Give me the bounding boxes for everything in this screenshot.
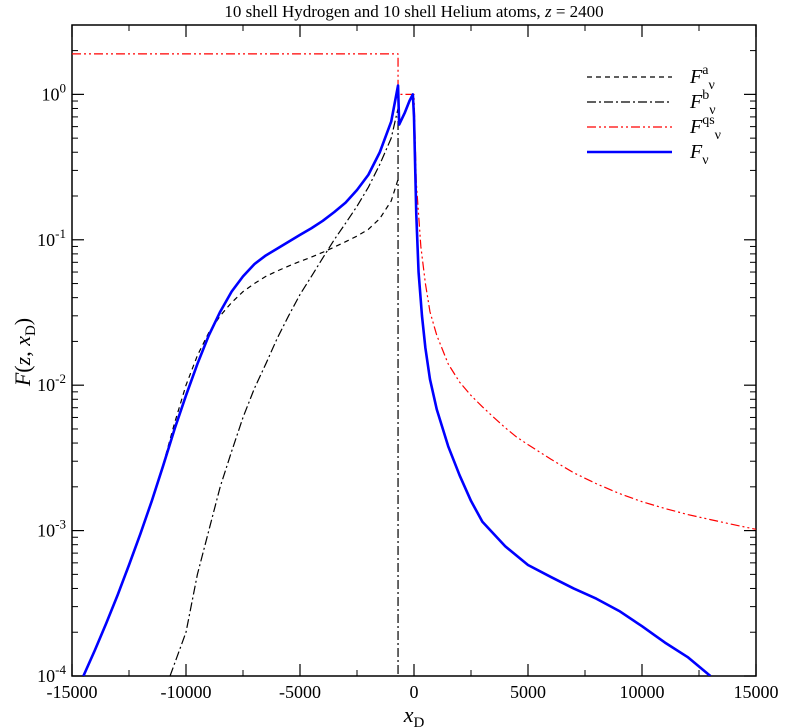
series-line-1: [169, 107, 399, 676]
ticks-layer: -15000 -10000 -5000 0 5000 10000 15000 10-4 10-3…: [37, 24, 779, 702]
y-tick-label: 10-3: [37, 517, 66, 541]
y-axis-label: F(z, xD): [10, 318, 39, 387]
legend-label-2: Fqsν: [689, 113, 721, 143]
x-tick-label: 0: [410, 682, 419, 702]
x-axis-label: xD: [403, 702, 425, 727]
x-tick-label: 10000: [620, 682, 665, 702]
legend-label-0: Faν: [689, 63, 715, 93]
x-tick-label: 15000: [734, 682, 779, 702]
x-tick-label: -15000: [47, 682, 98, 702]
series-line-0: [160, 179, 399, 473]
legend-label-3: Fν: [689, 141, 709, 168]
series-line-3: [82, 84, 712, 676]
y-tick-label: 10-4: [37, 662, 66, 686]
legend-label-1: Fbν: [689, 88, 716, 118]
series-line-2: [72, 53, 756, 530]
series-layer: [72, 53, 756, 676]
x-tick-label: -10000: [161, 682, 212, 702]
y-tick-label: 10-2: [37, 371, 66, 395]
y-tick-label: 10-1: [37, 226, 66, 250]
x-tick-label: -5000: [279, 682, 321, 702]
chart-title: 10 shell Hydrogen and 10 shell Helium at…: [224, 2, 603, 21]
y-tick-label: 100: [42, 80, 67, 104]
x-tick-label: 5000: [510, 682, 546, 702]
